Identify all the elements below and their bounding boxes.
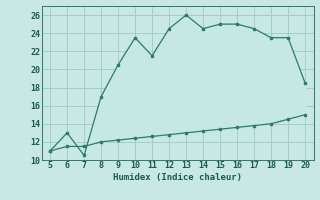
X-axis label: Humidex (Indice chaleur): Humidex (Indice chaleur) [113, 173, 242, 182]
